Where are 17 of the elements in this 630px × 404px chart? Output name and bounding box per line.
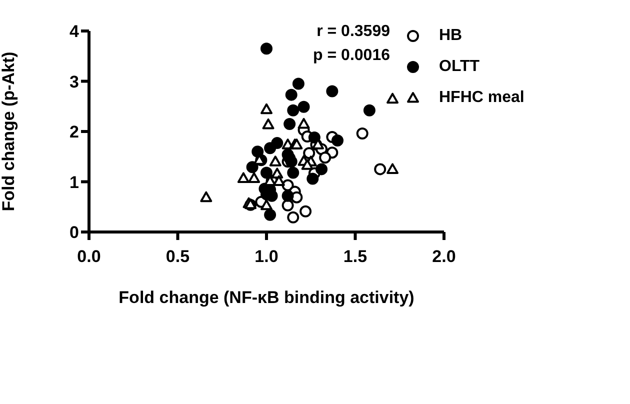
y-tick-label: 3 <box>70 72 79 92</box>
legend-label: OLTT <box>439 58 480 76</box>
y-tick-label: 0 <box>70 223 79 242</box>
x-tick-label: 2.0 <box>432 247 456 266</box>
y-axis-title: Fold change (p-Akt) <box>0 52 18 212</box>
annotation: r = 0.3599 <box>316 22 390 42</box>
x-tick-label: 1.0 <box>254 247 278 266</box>
x-tick-label: 0.5 <box>166 247 190 266</box>
legend-label: HB <box>439 26 462 44</box>
x-axis-title: Fold change (NF-κB binding activity) <box>118 288 414 307</box>
y-tick-label: 1 <box>70 172 79 192</box>
annotation: p = 0.0016 <box>312 46 390 66</box>
x-tick-label: 0.0 <box>77 247 101 266</box>
y-tick-label: 4 <box>70 22 80 42</box>
y-tick-label: 2 <box>70 122 79 142</box>
legend-label: HFHC meal <box>439 88 524 106</box>
x-tick-label: 1.5 <box>343 247 368 266</box>
